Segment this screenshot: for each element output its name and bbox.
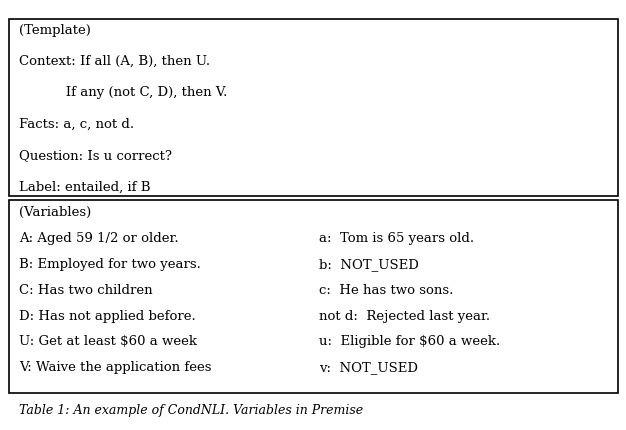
Text: Facts: a, c, not d.: Facts: a, c, not d. xyxy=(19,118,134,131)
Text: (Variables): (Variables) xyxy=(19,206,91,219)
Text: u:  Eligible for $60 a week.: u: Eligible for $60 a week. xyxy=(319,335,501,348)
Text: v:  NOT_USED: v: NOT_USED xyxy=(319,361,418,374)
Text: V: Waive the application fees: V: Waive the application fees xyxy=(19,361,212,374)
Text: b:  NOT_USED: b: NOT_USED xyxy=(319,258,419,271)
Text: Context: If all (A, B), then U.: Context: If all (A, B), then U. xyxy=(19,55,210,68)
Text: (Template): (Template) xyxy=(19,24,91,37)
Text: c:  He has two sons.: c: He has two sons. xyxy=(319,284,454,297)
Text: A: Aged 59 1/2 or older.: A: Aged 59 1/2 or older. xyxy=(19,232,178,245)
Text: If any (not C, D), then V.: If any (not C, D), then V. xyxy=(19,86,227,99)
Text: not d:  Rejected last year.: not d: Rejected last year. xyxy=(319,310,490,322)
Text: Label: entailed, if B: Label: entailed, if B xyxy=(19,181,150,194)
Text: B: Employed for two years.: B: Employed for two years. xyxy=(19,258,201,271)
Text: Table 1: An example of CondNLI. Variables in Premise: Table 1: An example of CondNLI. Variable… xyxy=(19,404,363,417)
Text: C: Has two children: C: Has two children xyxy=(19,284,152,297)
Text: a:  Tom is 65 years old.: a: Tom is 65 years old. xyxy=(319,232,475,245)
Text: Question: Is u correct?: Question: Is u correct? xyxy=(19,149,172,162)
Bar xyxy=(9,19,618,196)
Bar xyxy=(9,200,618,393)
Text: D: Has not applied before.: D: Has not applied before. xyxy=(19,310,195,322)
Text: U: Get at least $60 a week: U: Get at least $60 a week xyxy=(19,335,197,348)
